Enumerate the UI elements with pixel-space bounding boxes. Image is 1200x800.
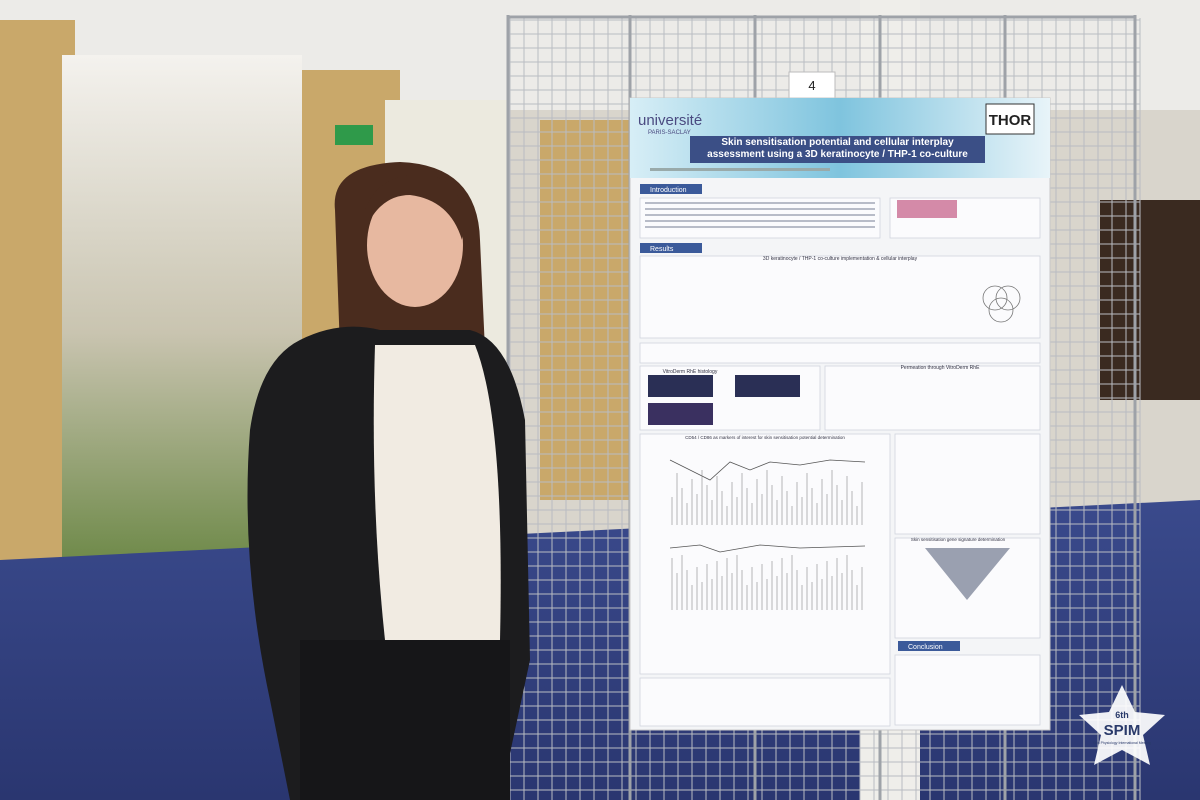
- trousers: [300, 640, 510, 800]
- logo-left-sub: PARIS-SACLAY: [648, 130, 691, 136]
- panel-title: VitroDerm RhE histology: [663, 369, 718, 375]
- plot-line: [669, 544, 866, 553]
- histology-image: [648, 375, 713, 397]
- poster-panel: [824, 365, 1041, 431]
- text-line: [645, 208, 875, 210]
- logo-edition: 6th: [1115, 710, 1129, 720]
- gene-triangle: [925, 548, 1010, 600]
- histology-image: [735, 375, 800, 397]
- text-line: [645, 202, 875, 204]
- poster-panel: [639, 677, 891, 727]
- face: [367, 183, 463, 307]
- venn-circle: [988, 297, 1014, 323]
- authors-line: [650, 168, 830, 171]
- logo-right: THOR: [989, 112, 1032, 129]
- venn-circle: [995, 285, 1021, 311]
- logo-left: université: [638, 112, 702, 129]
- poster-title: Skin sensitisation potential and cellula…: [707, 137, 968, 160]
- person: [247, 162, 530, 800]
- histology-image: [897, 200, 957, 218]
- section-bar: [640, 184, 702, 194]
- poster-panel: [639, 197, 881, 239]
- text-line: [645, 220, 875, 222]
- panel-title: CD54 / CD86 as markers of interest for s…: [685, 435, 845, 440]
- poster-panel: [639, 255, 1041, 339]
- section-bar: [640, 243, 702, 253]
- panel-title: 3D keratinocyte / THP-1 co-culture imple…: [763, 256, 918, 262]
- plot-line: [669, 459, 866, 481]
- logo-right-box: [985, 103, 1035, 135]
- panel-title: Permeation through VitroDerm RhE: [901, 365, 980, 371]
- blouse: [373, 345, 501, 640]
- text-line: [645, 226, 875, 228]
- section-bar: [898, 641, 960, 651]
- poster-panel: [894, 654, 1041, 726]
- histology-image: [648, 403, 713, 425]
- poster-body: [639, 197, 1041, 727]
- section-title: Introduction: [650, 187, 687, 194]
- section-title: Conclusion: [908, 644, 943, 651]
- venn-circle: [982, 285, 1008, 311]
- title-box: [690, 136, 985, 163]
- logo-name: SPIM: [1104, 722, 1141, 739]
- logo-full-name: Skin Physiology International Meeting: [1093, 741, 1151, 745]
- board-number-card: [788, 71, 836, 101]
- hair-top: [365, 174, 464, 240]
- board-number: 4: [808, 78, 815, 93]
- title-wrap: Skin sensitisation potential and cellula…: [707, 137, 968, 160]
- exit-sign: [335, 125, 373, 145]
- text-line: [645, 214, 875, 216]
- poster-panel: [639, 433, 891, 675]
- poster-panel: [894, 433, 1041, 535]
- poster: université PARIS-SACLAY THOR Skin sensit…: [629, 97, 1051, 731]
- panel-title: Skin sensitisation gene signature determ…: [911, 537, 1006, 542]
- wall-panel: [540, 120, 630, 500]
- section-title: Results: [650, 246, 674, 253]
- logo-star: [1079, 685, 1165, 765]
- event-logo: 6th SPIM Skin Physiology International M…: [1079, 685, 1165, 765]
- poster-panel: [639, 342, 1041, 364]
